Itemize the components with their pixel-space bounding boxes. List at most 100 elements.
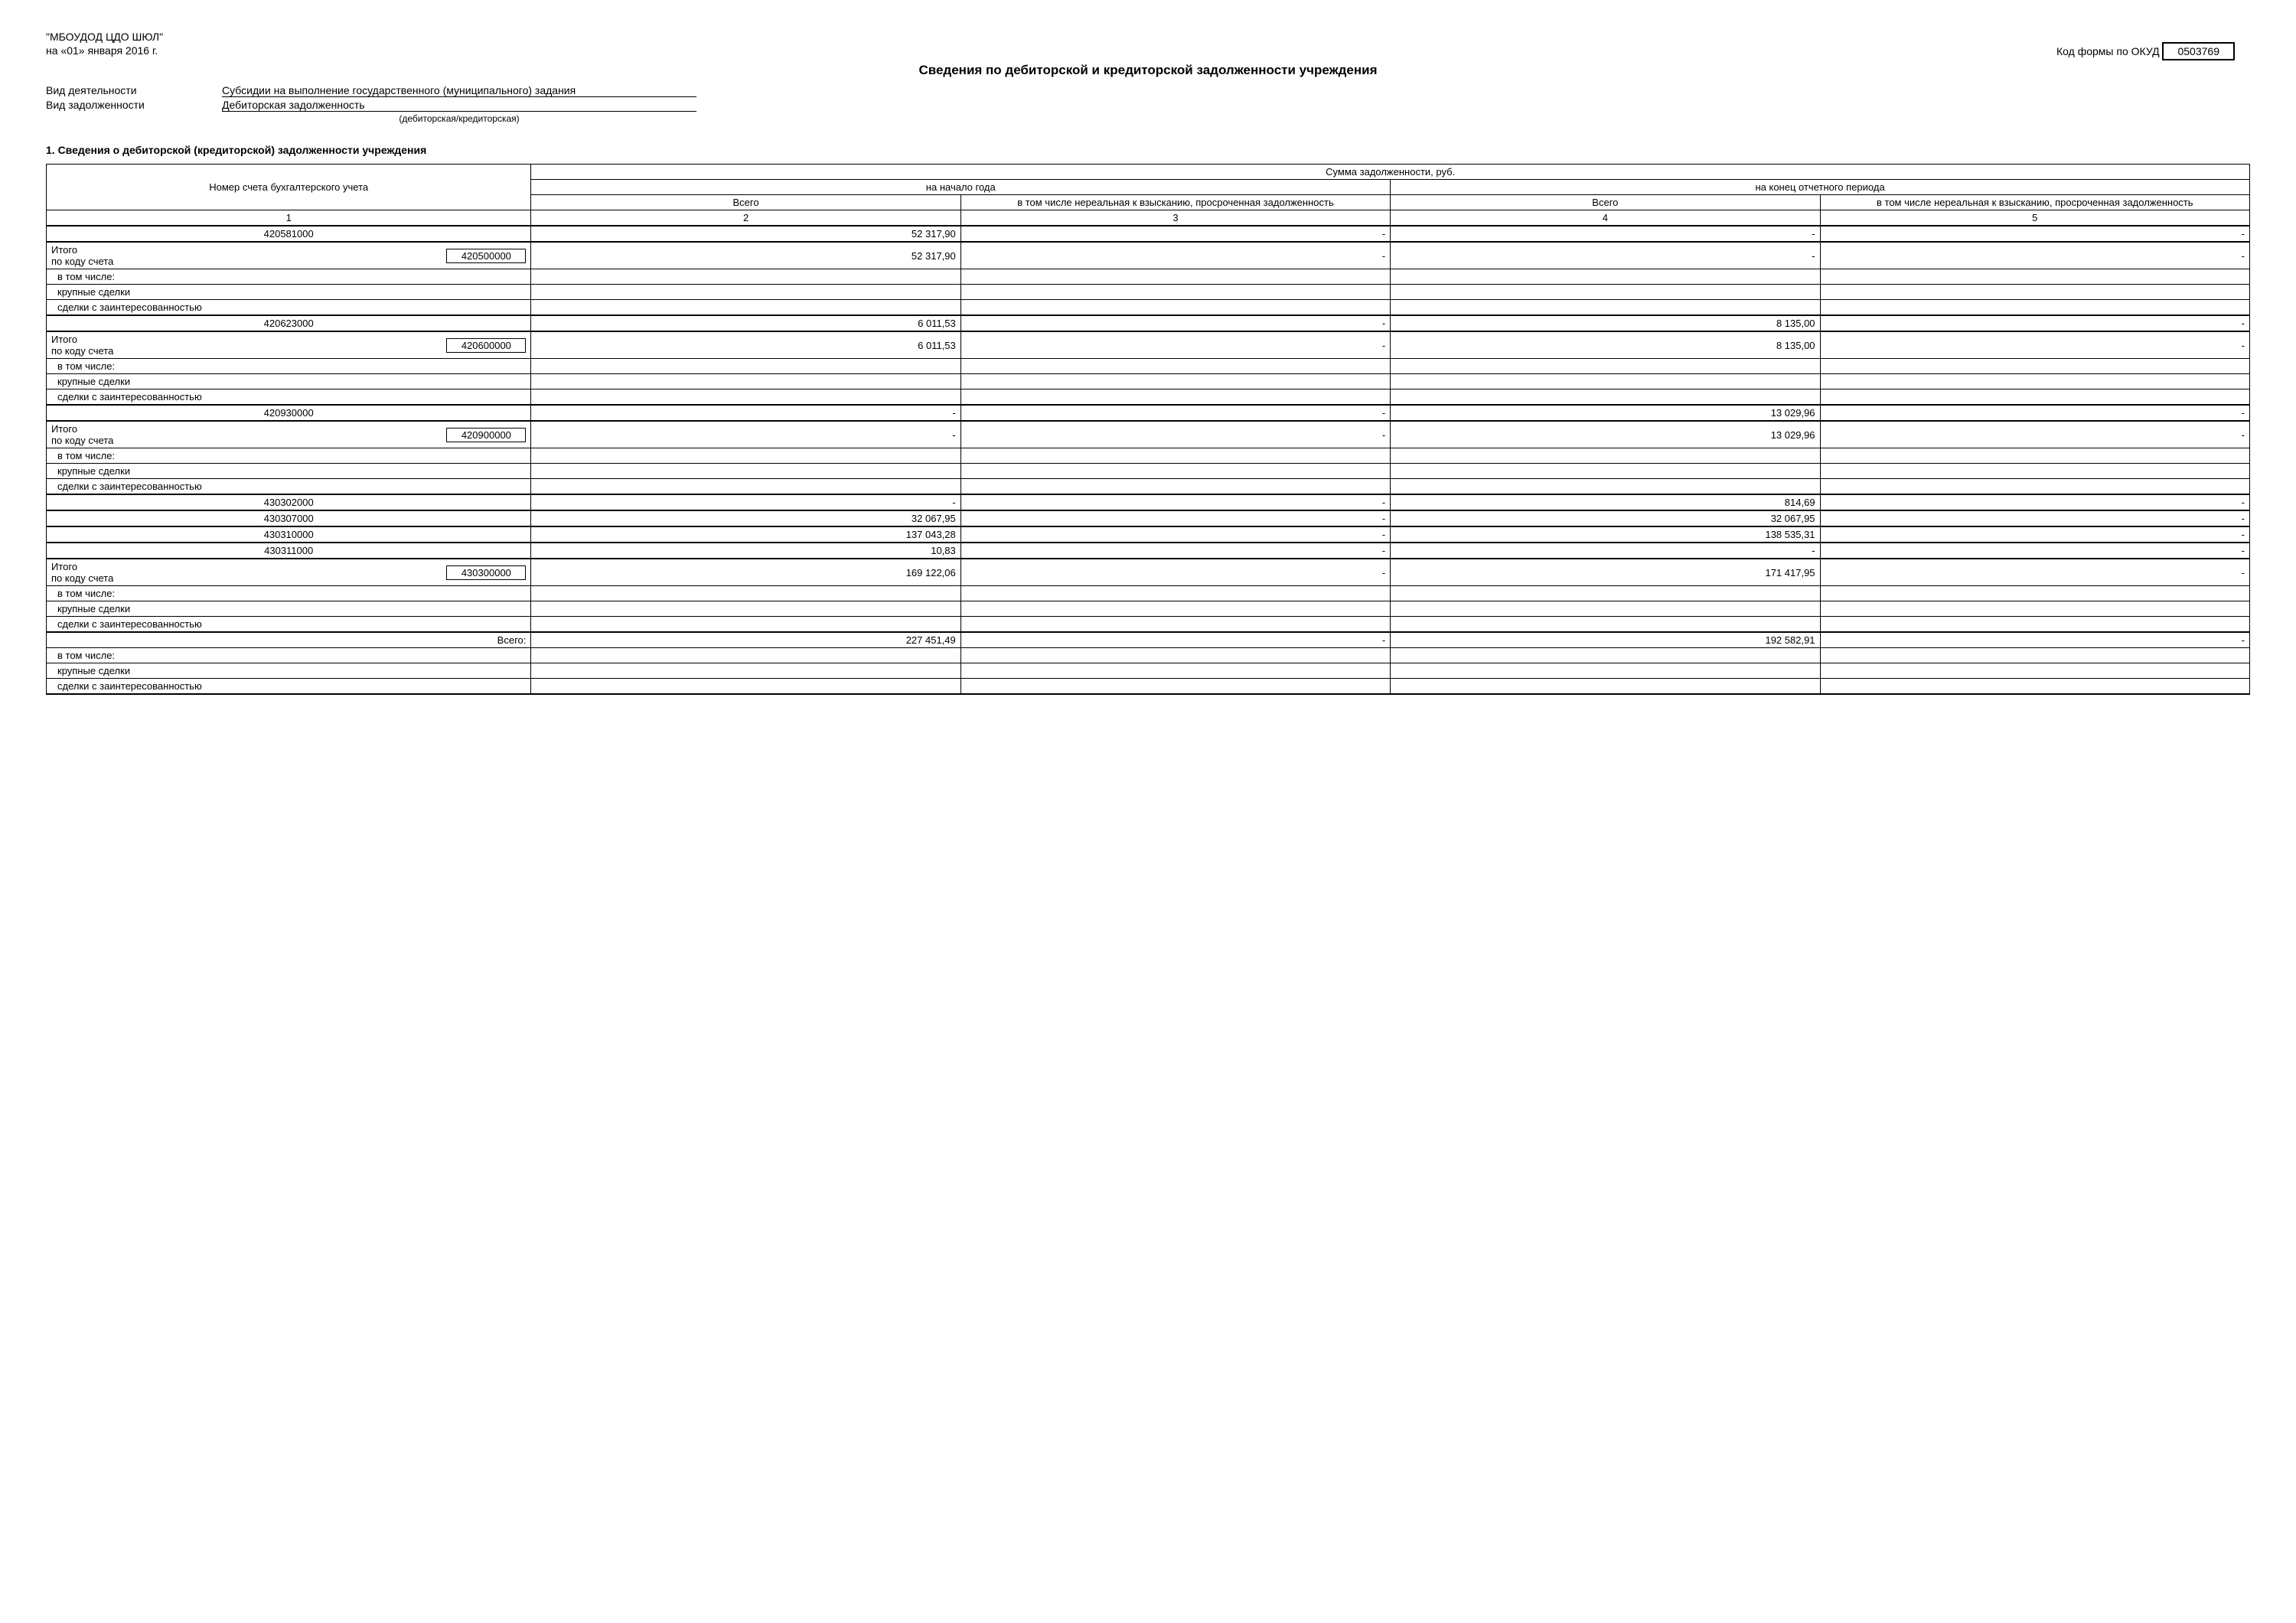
section1-title: 1. Сведения о дебиторской (кредиторской)… <box>46 144 2250 156</box>
cell: - <box>960 331 1390 359</box>
account-cell: 430307000 <box>47 510 531 526</box>
interest-cell: сделки с заинтересованностью <box>47 617 531 633</box>
cell: 13 029,96 <box>1391 405 1820 421</box>
cell <box>531 374 960 389</box>
cell <box>531 679 960 695</box>
cell: - <box>960 494 1390 510</box>
cell: - <box>960 510 1390 526</box>
cell <box>1391 374 1820 389</box>
activity-label: Вид деятельности <box>46 84 222 97</box>
cell: 192 582,91 <box>1391 632 1820 648</box>
cell: - <box>1820 559 2249 586</box>
cell <box>531 464 960 479</box>
incl-cell: в том числе: <box>47 448 531 464</box>
interest-cell: сделки с заинтересованностью <box>47 300 531 316</box>
cell <box>1820 586 2249 601</box>
itogo-cell: Итогопо коду счета 430300000 <box>47 559 531 586</box>
cell <box>1391 464 1820 479</box>
cell <box>1391 663 1820 679</box>
cell <box>1820 679 2249 695</box>
large-cell: крупные сделки <box>47 464 531 479</box>
cell <box>1820 269 2249 285</box>
cell <box>1820 300 2249 316</box>
cell: 137 043,28 <box>531 526 960 543</box>
large-cell: крупные сделки <box>47 285 531 300</box>
cell <box>1391 479 1820 495</box>
cell <box>1391 285 1820 300</box>
cell <box>960 617 1390 633</box>
cell <box>960 448 1390 464</box>
cell <box>531 389 960 406</box>
cell <box>1820 389 2249 406</box>
cell: - <box>1391 226 1820 242</box>
cell <box>960 648 1390 663</box>
cell <box>1391 359 1820 374</box>
cell <box>960 663 1390 679</box>
cell <box>1820 285 2249 300</box>
cell: 10,83 <box>531 543 960 559</box>
cell <box>960 359 1390 374</box>
large-cell: крупные сделки <box>47 601 531 617</box>
account-cell: 420623000 <box>47 315 531 331</box>
cell: - <box>1820 632 2249 648</box>
cell <box>531 448 960 464</box>
cell <box>960 300 1390 316</box>
interest-cell: сделки с заинтересованностью <box>47 479 531 495</box>
itogo-cell: Итогопо коду счета 420500000 <box>47 242 531 269</box>
cell <box>1391 300 1820 316</box>
debt-hint: (дебиторская/кредиторская) <box>222 113 696 124</box>
org-name: "МБОУДОД ЦДО ШЮЛ" <box>46 31 2250 43</box>
cell <box>1391 448 1820 464</box>
cell <box>1391 617 1820 633</box>
cell: 32 067,95 <box>1391 510 1820 526</box>
cell: - <box>1820 226 2249 242</box>
account-cell: 420581000 <box>47 226 531 242</box>
cell: - <box>960 242 1390 269</box>
cell <box>960 464 1390 479</box>
cell <box>531 300 960 316</box>
cell <box>531 586 960 601</box>
th-start: на начало года <box>531 180 1391 195</box>
cell: 13 029,96 <box>1391 421 1820 448</box>
cell: - <box>960 632 1390 648</box>
cell <box>960 586 1390 601</box>
cell <box>531 617 960 633</box>
th-total-start: Всего <box>531 195 960 210</box>
cell: 52 317,90 <box>531 242 960 269</box>
cell: - <box>1820 242 2249 269</box>
cell: - <box>960 226 1390 242</box>
cell: 52 317,90 <box>531 226 960 242</box>
cell <box>1391 648 1820 663</box>
cell <box>531 648 960 663</box>
grand-label: Всего: <box>47 632 531 648</box>
colnum: 2 <box>531 210 960 227</box>
cell <box>960 389 1390 406</box>
colnum: 5 <box>1820 210 2249 227</box>
cell <box>960 601 1390 617</box>
cell: - <box>531 494 960 510</box>
cell <box>1820 464 2249 479</box>
th-end: на конец отчетного периода <box>1391 180 2250 195</box>
account-cell: 430310000 <box>47 526 531 543</box>
cell <box>531 479 960 495</box>
cell: - <box>1820 405 2249 421</box>
cell: 8 135,00 <box>1391 315 1820 331</box>
cell: 227 451,49 <box>531 632 960 648</box>
cell: 171 417,95 <box>1391 559 1820 586</box>
cell: - <box>1820 331 2249 359</box>
account-cell: 430302000 <box>47 494 531 510</box>
cell: - <box>960 315 1390 331</box>
incl-cell: в том числе: <box>47 269 531 285</box>
account-cell: 420930000 <box>47 405 531 421</box>
cell: 6 011,53 <box>531 315 960 331</box>
cell: 169 122,06 <box>531 559 960 586</box>
cell: - <box>1820 494 2249 510</box>
th-sum: Сумма задолженности, руб. <box>531 165 2250 180</box>
page-title: Сведения по дебиторской и кредиторской з… <box>46 63 2250 78</box>
large-cell: крупные сделки <box>47 374 531 389</box>
itogo-cell: Итогопо коду счета 420600000 <box>47 331 531 359</box>
cell: 6 011,53 <box>531 331 960 359</box>
th-account: Номер счета бухгалтерского учета <box>47 165 531 210</box>
colnum: 4 <box>1391 210 1820 227</box>
incl-cell: в том числе: <box>47 359 531 374</box>
